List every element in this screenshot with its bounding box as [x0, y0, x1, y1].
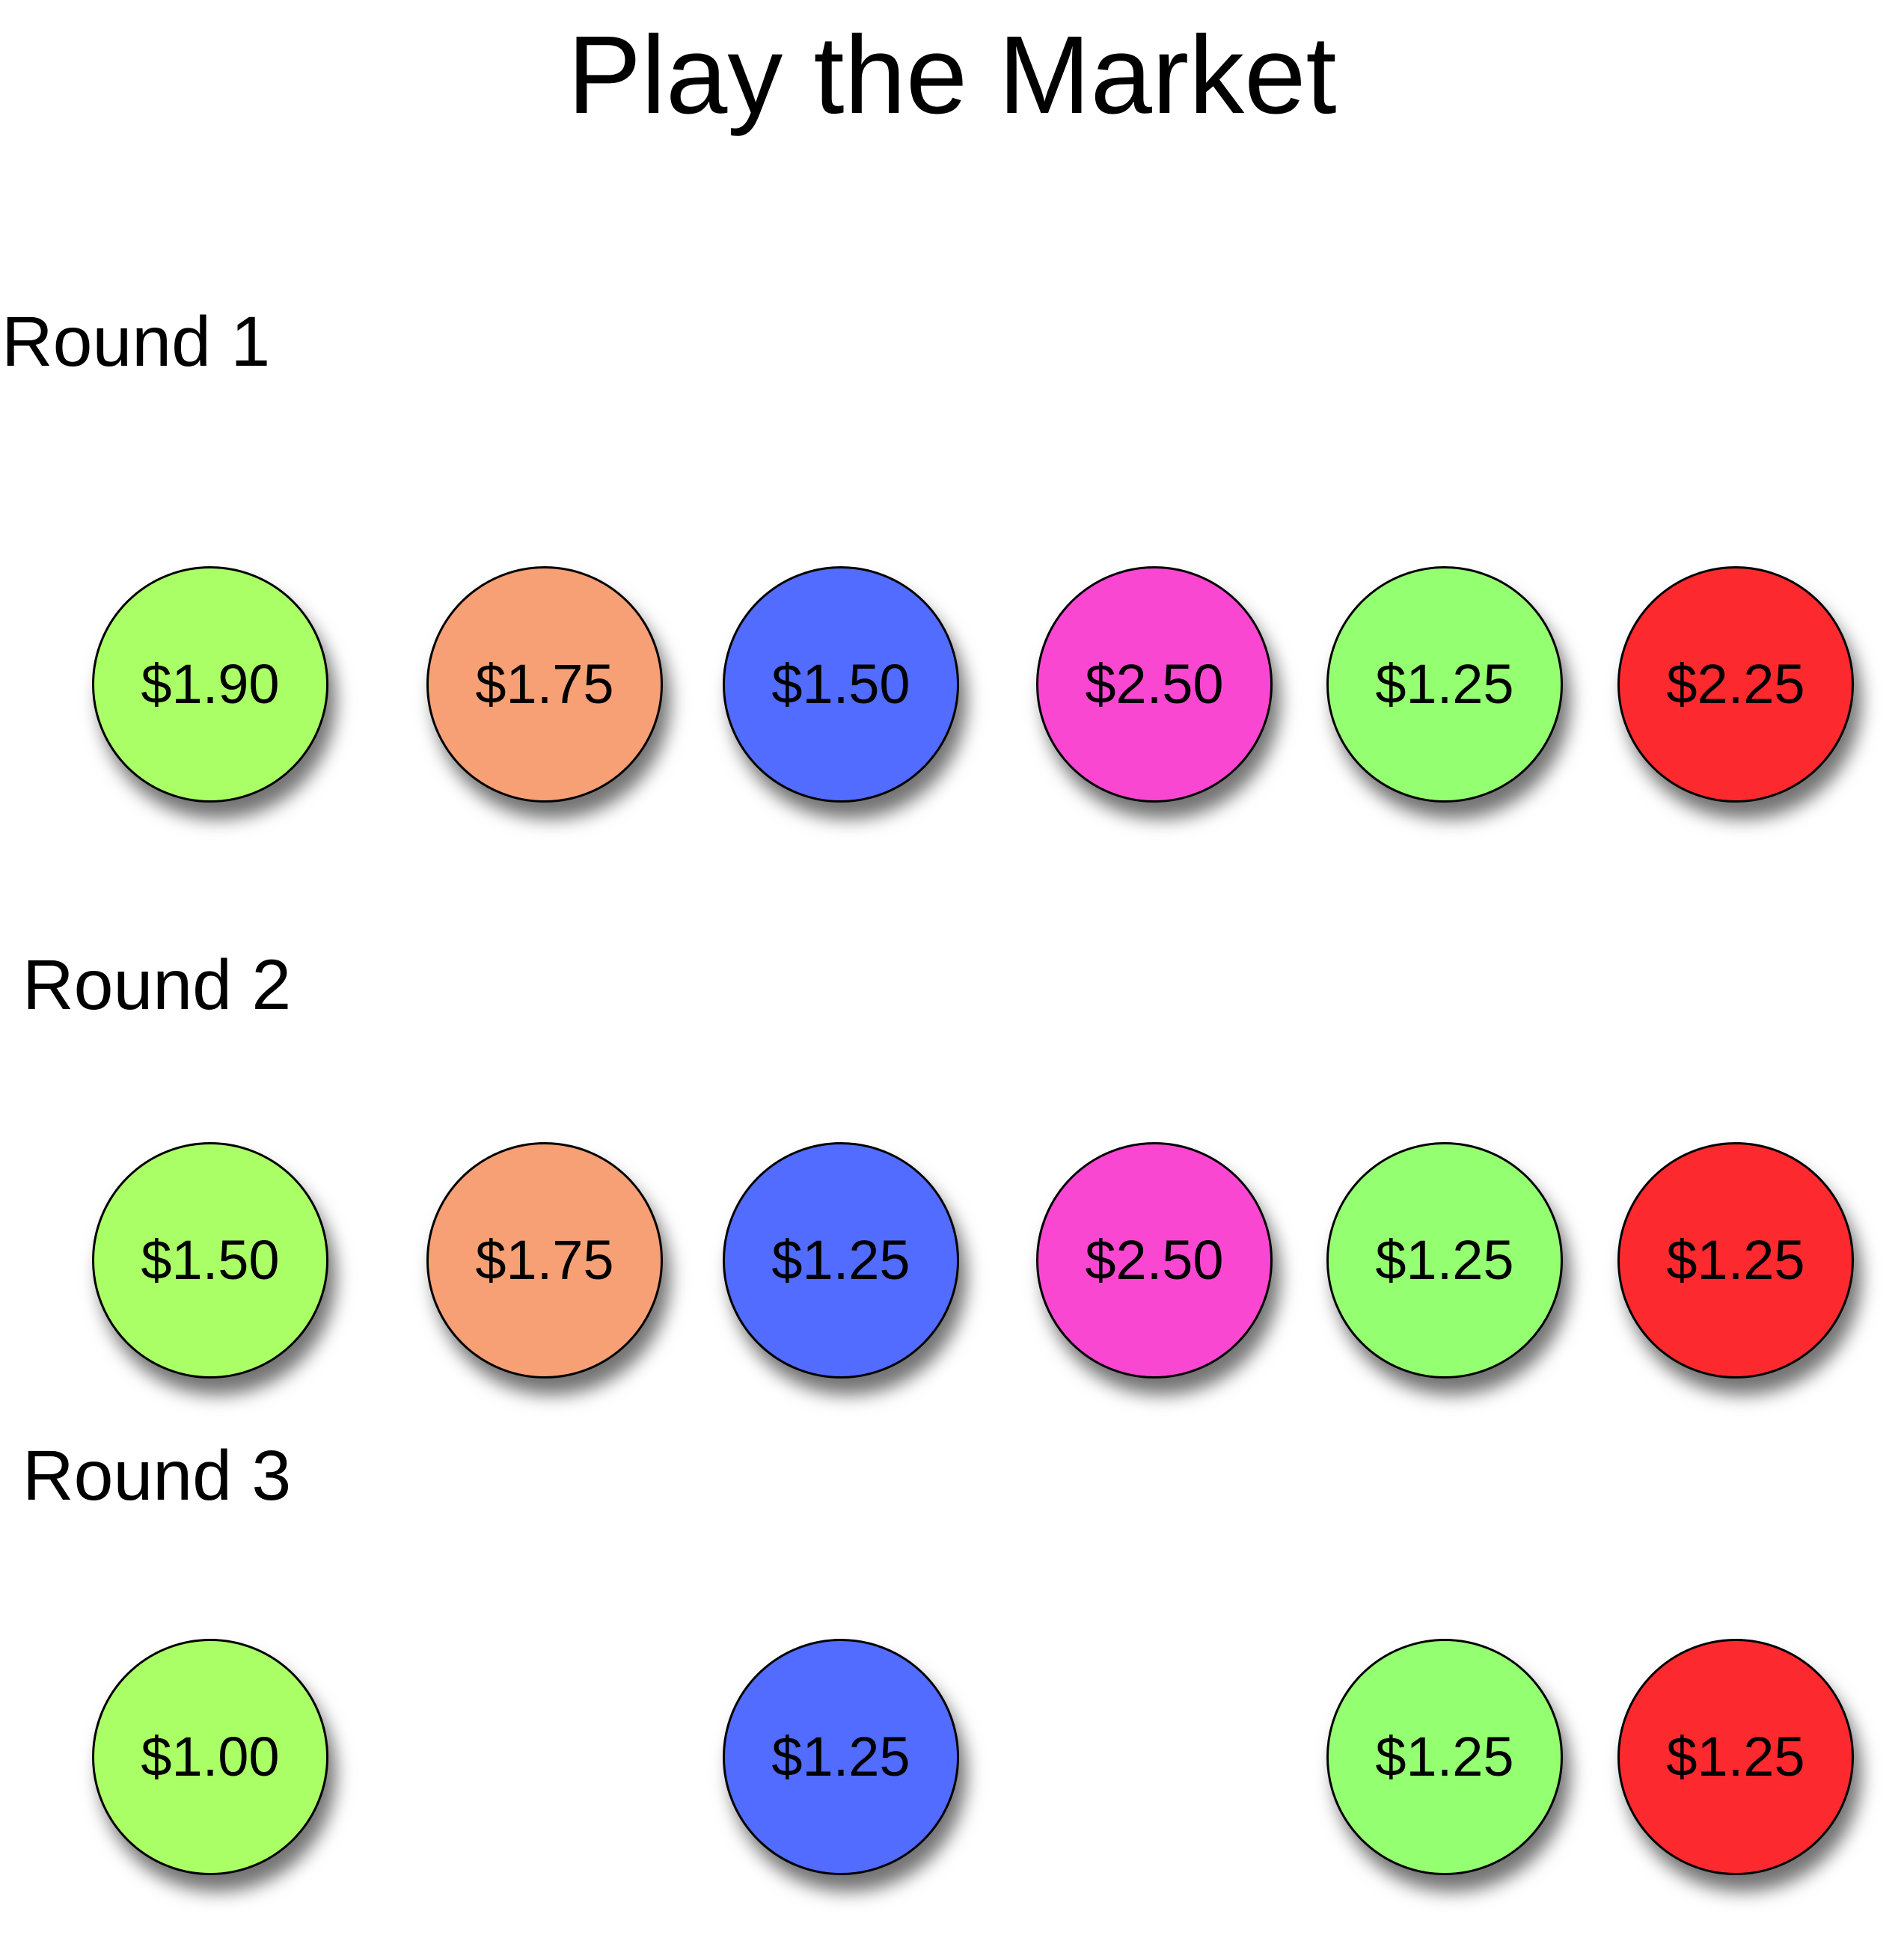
chip-price: $1.50	[771, 653, 910, 715]
round-1-chip-orange: $1.75	[426, 566, 663, 803]
round-1-chip-lime: $1.90	[92, 566, 328, 803]
round-1-label: Round 1	[1, 302, 271, 381]
round-1-chip-green: $1.25	[1326, 566, 1563, 803]
chip-price: $1.25	[771, 1229, 910, 1291]
round-2-chip-magenta: $2.50	[1036, 1142, 1273, 1379]
chip-price: $1.50	[141, 1229, 280, 1291]
chip-price: $1.25	[771, 1726, 910, 1788]
chip-price: $1.25	[1375, 653, 1514, 715]
round-1-chip-red: $2.25	[1617, 566, 1854, 803]
round-3-chip-green: $1.25	[1326, 1639, 1563, 1875]
round-3-chip-lime: $1.00	[92, 1639, 328, 1875]
round-2-label: Round 2	[22, 945, 292, 1025]
chip-price: $2.50	[1085, 653, 1224, 715]
chip-price: $1.75	[475, 1229, 614, 1291]
round-3-label: Round 3	[22, 1436, 292, 1515]
chip-price: $1.25	[1666, 1726, 1805, 1788]
round-3-chip-blue: $1.25	[723, 1639, 959, 1875]
round-1-chip-blue: $1.50	[723, 566, 959, 803]
round-2-chip-green: $1.25	[1326, 1142, 1563, 1379]
chip-price: $1.90	[141, 653, 280, 715]
chip-price: $1.25	[1666, 1229, 1805, 1291]
page-title: Play the Market	[567, 13, 1337, 137]
chip-price: $1.25	[1375, 1229, 1514, 1291]
chip-price: $1.25	[1375, 1726, 1514, 1788]
round-1-chip-magenta: $2.50	[1036, 566, 1273, 803]
round-2-chip-orange: $1.75	[426, 1142, 663, 1379]
round-2-chip-blue: $1.25	[723, 1142, 959, 1379]
round-3-chip-red: $1.25	[1617, 1639, 1854, 1875]
chip-price: $1.75	[475, 653, 614, 715]
chip-price: $1.00	[141, 1726, 280, 1788]
chip-price: $2.25	[1666, 653, 1805, 715]
chip-price: $2.50	[1085, 1229, 1224, 1291]
round-2-chip-red: $1.25	[1617, 1142, 1854, 1379]
round-2-chip-lime: $1.50	[92, 1142, 328, 1379]
